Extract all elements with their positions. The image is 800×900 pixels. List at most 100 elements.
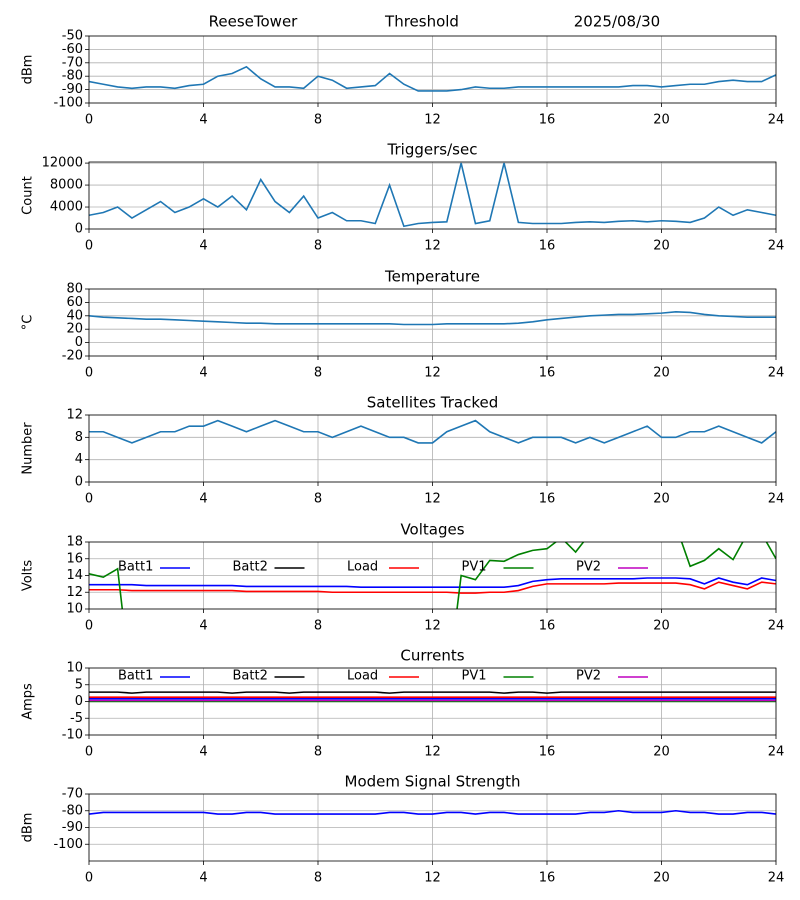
x-tick-label: 4 [199, 239, 207, 254]
chart-title: 2025/08/30 [574, 13, 660, 31]
chart-title: Triggers/sec [387, 141, 478, 159]
legend-label: Batt1 [118, 669, 153, 684]
y-axis-label: dBm [21, 55, 36, 85]
legend-label: PV1 [462, 560, 487, 575]
chart-title: Satellites Tracked [367, 394, 498, 412]
x-tick-label: 16 [539, 492, 556, 507]
legend-label: Batt2 [233, 560, 268, 575]
x-tick-label: 12 [424, 366, 441, 381]
series-line [89, 162, 776, 228]
x-tick-label: 0 [85, 113, 93, 128]
x-tick-label: 8 [314, 366, 322, 381]
y-tick-label: 0 [75, 475, 83, 490]
x-tick-label: 24 [768, 619, 785, 634]
y-tick-label: 8 [75, 430, 83, 445]
x-tick-label: 4 [199, 745, 207, 760]
x-tick-label: 24 [768, 366, 785, 381]
x-tick-label: 24 [768, 745, 785, 760]
x-tick-label: 0 [85, 619, 93, 634]
x-tick-label: 16 [539, 619, 556, 634]
x-tick-label: 8 [314, 871, 322, 886]
plot-frame [88, 541, 777, 610]
x-tick-label: 0 [85, 366, 93, 381]
series-line [89, 419, 776, 444]
chart-title: Temperature [384, 268, 480, 286]
x-tick-label: 8 [314, 619, 322, 634]
x-tick-label: 16 [539, 745, 556, 760]
legend-label: Batt2 [233, 669, 268, 684]
y-tick-label: 0 [75, 222, 83, 237]
x-tick-label: 0 [85, 239, 93, 254]
y-tick-label: 40 [66, 308, 83, 323]
series-line [89, 691, 776, 694]
y-tick-label: -60 [62, 42, 83, 57]
x-tick-label: 0 [85, 871, 93, 886]
series-line [89, 809, 776, 815]
x-tick-label: 8 [314, 745, 322, 760]
x-tick-label: 4 [199, 113, 207, 128]
x-tick-label: 12 [424, 871, 441, 886]
plot-frame [88, 667, 777, 736]
x-tick-label: 16 [539, 871, 556, 886]
plot-frame [88, 161, 777, 230]
y-tick-label: -20 [62, 349, 83, 364]
y-tick-label: 5 [75, 677, 83, 692]
y-tick-label: 60 [66, 295, 83, 310]
legend-label: Load [347, 560, 378, 575]
chart-title: ReeseTower [209, 13, 299, 31]
plot-frame [88, 288, 777, 357]
y-axis-label: Amps [21, 683, 36, 720]
x-tick-label: 24 [768, 113, 785, 128]
plot-frame [88, 793, 777, 862]
x-tick-label: 24 [768, 239, 785, 254]
series-line [89, 310, 776, 326]
x-tick-label: 4 [199, 871, 207, 886]
x-tick-label: 20 [653, 492, 670, 507]
y-tick-label: 14 [66, 568, 83, 583]
y-tick-label: -90 [62, 82, 83, 97]
plot-frame [88, 414, 777, 483]
legend-label: PV2 [576, 669, 601, 684]
y-axis-label: °C [21, 315, 36, 331]
y-tick-label: 12 [66, 585, 83, 600]
y-tick-label: 12 [66, 408, 83, 423]
x-tick-label: 12 [424, 619, 441, 634]
chart-title: Modem Signal Strength [345, 773, 521, 791]
y-tick-label: -70 [62, 787, 83, 802]
y-axis-label: Count [21, 176, 36, 215]
y-tick-label: 80 [66, 282, 83, 297]
x-tick-label: 24 [768, 492, 785, 507]
x-tick-label: 20 [653, 871, 670, 886]
y-tick-label: 0 [75, 335, 83, 350]
x-tick-label: 8 [314, 492, 322, 507]
x-tick-label: 20 [653, 745, 670, 760]
x-tick-label: 12 [424, 239, 441, 254]
legend-label: Load [347, 669, 378, 684]
y-tick-label: -80 [62, 69, 83, 84]
y-axis-label: dBm [21, 813, 36, 843]
y-tick-label: -100 [53, 96, 83, 111]
x-tick-label: 20 [653, 113, 670, 128]
y-tick-label: -100 [53, 837, 83, 852]
y-tick-label: -5 [70, 711, 83, 726]
legend-label: PV1 [462, 669, 487, 684]
y-tick-label: 20 [66, 322, 83, 337]
x-tick-label: 4 [199, 619, 207, 634]
y-tick-label: -90 [62, 820, 83, 835]
x-tick-label: 12 [424, 745, 441, 760]
y-tick-label: -10 [62, 728, 83, 743]
x-tick-label: 20 [653, 366, 670, 381]
series-line [89, 581, 776, 594]
y-tick-label: 4000 [50, 200, 83, 215]
y-tick-label: 10 [66, 661, 83, 676]
y-axis-label: Volts [21, 560, 36, 592]
x-tick-label: 8 [314, 239, 322, 254]
legend-label: Batt1 [118, 560, 153, 575]
y-tick-label: 16 [66, 551, 83, 566]
y-tick-label: -50 [62, 29, 83, 44]
y-tick-label: 0 [75, 694, 83, 709]
x-tick-label: 0 [85, 745, 93, 760]
y-tick-label: -80 [62, 803, 83, 818]
x-tick-label: 16 [539, 366, 556, 381]
